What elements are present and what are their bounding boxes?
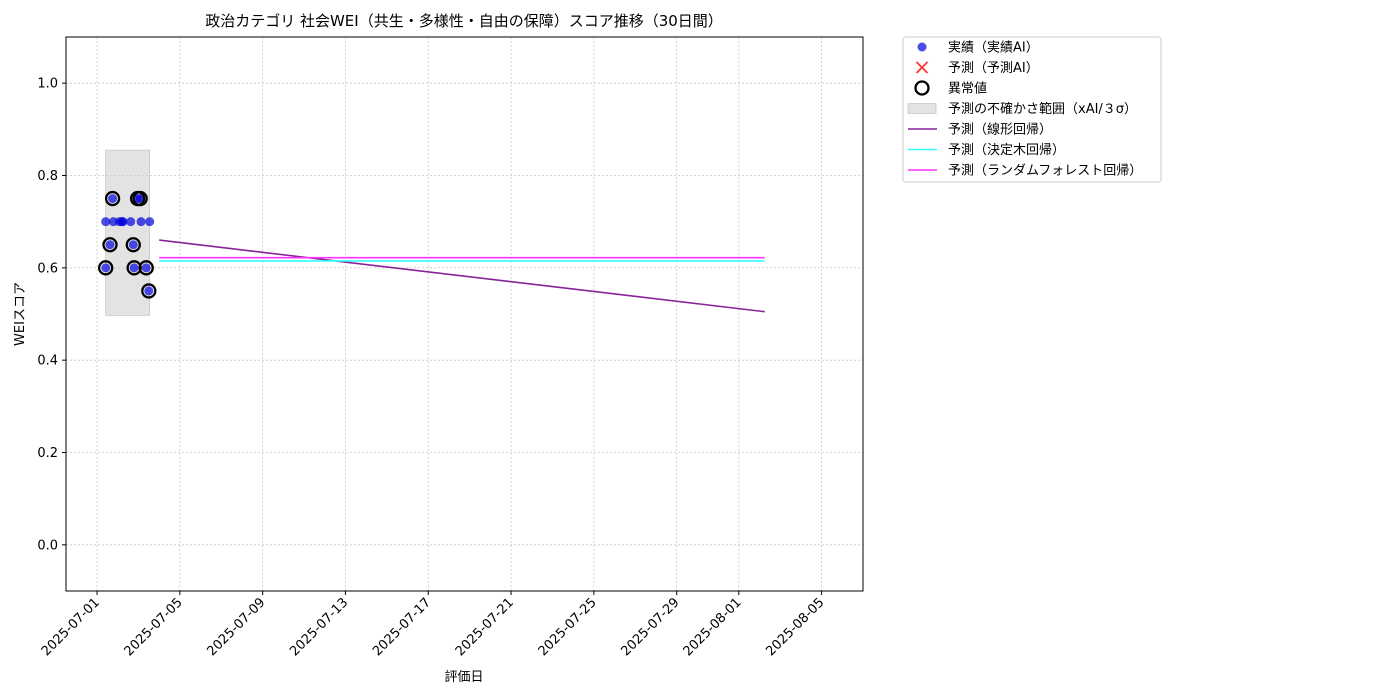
actual-point xyxy=(101,217,111,227)
legend-label: 異常値 xyxy=(948,81,987,97)
x-axis-ticks: 2025-07-01 2025-07-05 2025-07-09 2025-07-13… xyxy=(39,591,827,659)
y-tick-label: 0.4 xyxy=(37,354,58,369)
x-tick-label: 2025-07-09 xyxy=(204,595,268,659)
x-tick-label: 2025-08-01 xyxy=(681,595,745,659)
y-tick-label: 0.6 xyxy=(37,261,58,276)
legend-swatch-band xyxy=(907,103,937,114)
actual-point xyxy=(101,263,111,273)
actual-point xyxy=(105,240,115,250)
y-axis-ticks: 0.0 0.2 0.4 0.6 0.8 1.0 xyxy=(37,77,66,553)
actual-point xyxy=(141,263,151,273)
legend-label: 予測（決定木回帰） xyxy=(948,142,1065,158)
actual-point xyxy=(136,217,146,227)
data-points-layer xyxy=(98,190,157,299)
actual-point xyxy=(145,217,155,227)
x-tick-label: 2025-07-13 xyxy=(287,595,351,659)
x-axis-title: 評価日 xyxy=(444,670,483,685)
actual-point xyxy=(108,194,118,204)
legend-swatch-forecast xyxy=(915,61,929,74)
y-tick-label: 0.2 xyxy=(37,446,58,461)
legend-frame xyxy=(902,36,1162,183)
outlier-marker xyxy=(98,260,114,276)
actual-point xyxy=(144,286,154,296)
x-tick-label: 2025-07-21 xyxy=(453,595,517,659)
legend-label: 予測（予測AI） xyxy=(948,61,1039,76)
x-tick-label: 2025-07-17 xyxy=(370,595,434,659)
legend-swatch-actual xyxy=(917,42,927,52)
legend-label: 予測（ランダムフォレスト回帰） xyxy=(948,163,1142,179)
outlier-marker xyxy=(132,190,148,207)
x-tick-label: 2025-07-29 xyxy=(618,595,682,659)
outlier-marker xyxy=(138,260,154,276)
outlier-marker xyxy=(104,190,121,207)
legend-label: 実績（実績AI） xyxy=(948,40,1039,56)
y-axis-title: WEIスコア xyxy=(13,282,28,346)
prediction-lines-layer xyxy=(159,239,765,313)
actual-point xyxy=(129,263,139,273)
x-tick-label: 2025-07-25 xyxy=(536,595,600,659)
x-tick-label: 2025-07-05 xyxy=(122,595,186,659)
y-tick-label: 0.0 xyxy=(37,538,58,553)
y-tick-label: 1.0 xyxy=(37,77,58,92)
legend-swatch-outlier xyxy=(914,80,930,96)
x-tick-label: 2025-08-05 xyxy=(763,595,827,659)
legend-label: 予測の不確かさ範囲（xAI/３σ） xyxy=(948,101,1137,117)
actual-point xyxy=(126,217,136,227)
x-tick-label: 2025-07-01 xyxy=(39,595,103,659)
outlier-marker xyxy=(141,283,157,299)
prediction-line xyxy=(159,239,765,313)
plot-area-frame xyxy=(65,36,864,592)
y-tick-label: 0.8 xyxy=(37,169,58,184)
actual-point xyxy=(118,217,128,227)
legend-label: 予測（線形回帰） xyxy=(948,122,1052,138)
grid xyxy=(66,37,863,591)
chart-title: 政治カテゴリ 社会WEI（共生・多様性・自由の保障）スコア推移（30日間） xyxy=(205,12,723,30)
outlier-marker xyxy=(125,237,141,253)
actual-point xyxy=(135,194,145,204)
outlier-marker xyxy=(102,237,118,253)
actual-point xyxy=(128,240,138,250)
